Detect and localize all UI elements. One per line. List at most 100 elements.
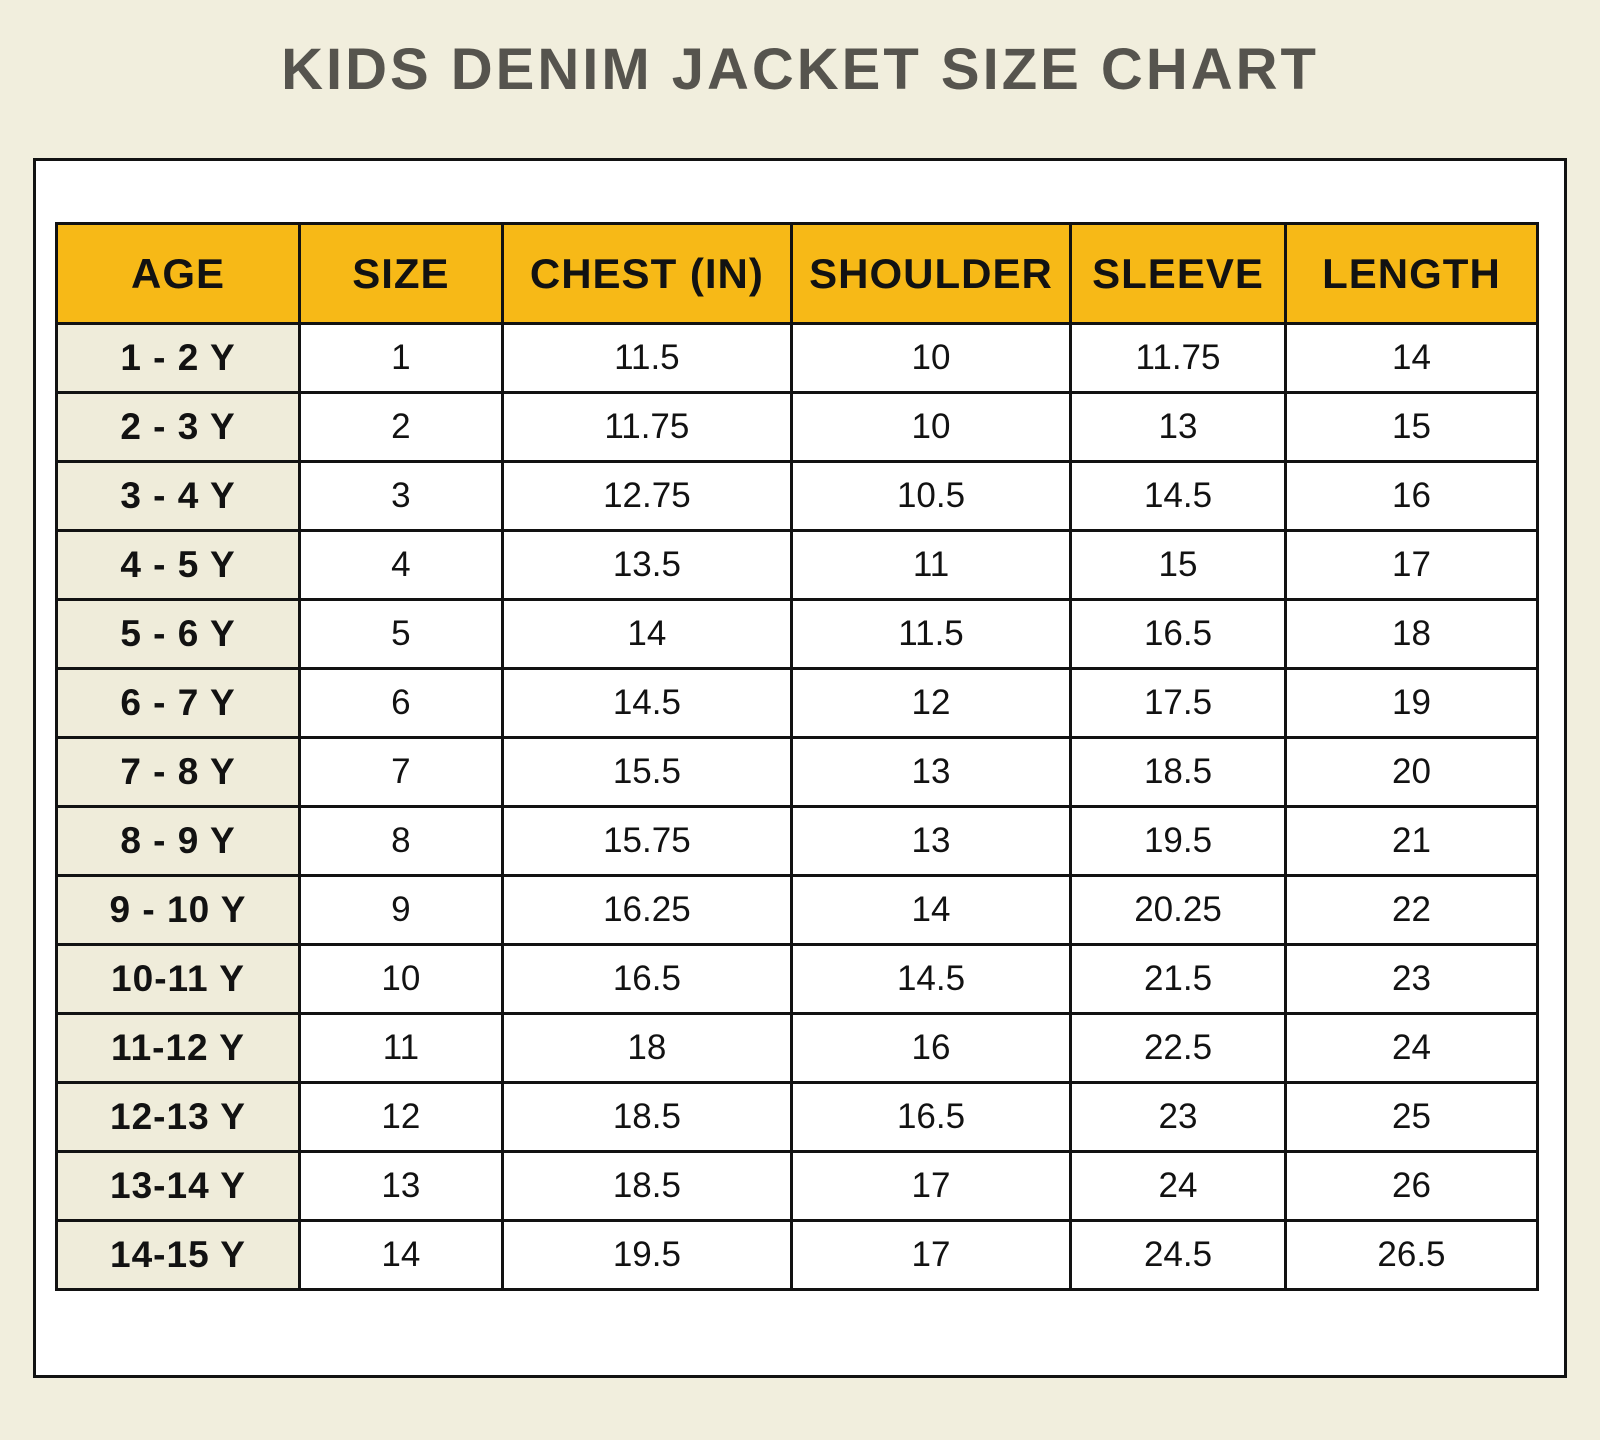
age-cell: 8 - 9 Y	[55, 805, 301, 877]
length-cell: 24	[1283, 1012, 1540, 1084]
table-row: 5 - 6 Y 5 14 11.5 16.5 18	[55, 598, 1540, 670]
table-row: 4 - 5 Y 4 13.5 11 15 17	[55, 529, 1540, 601]
chest-cell: 14	[500, 598, 793, 670]
page-title: KIDS DENIM JACKET SIZE CHART	[281, 37, 1319, 102]
sleeve-cell: 16.5	[1069, 598, 1287, 670]
shoulder-cell: 17	[789, 1150, 1073, 1222]
chest-cell: 15.75	[500, 805, 793, 877]
length-cell: 23	[1283, 943, 1540, 1015]
chest-cell: 11.5	[500, 322, 793, 394]
shoulder-cell: 13	[789, 736, 1073, 808]
size-cell: 13	[297, 1150, 504, 1222]
size-cell: 8	[297, 805, 504, 877]
sleeve-cell: 23	[1069, 1081, 1287, 1153]
shoulder-cell: 16.5	[789, 1081, 1073, 1153]
shoulder-cell: 13	[789, 805, 1073, 877]
table-row: 11-12 Y 11 18 16 22.5 24	[55, 1012, 1540, 1084]
column-header-length: LENGTH	[1283, 222, 1540, 325]
table-row: 14-15 Y 14 19.5 17 24.5 26.5	[55, 1219, 1540, 1291]
table-row: 2 - 3 Y 2 11.75 10 13 15	[55, 391, 1540, 463]
chest-cell: 15.5	[500, 736, 793, 808]
length-cell: 16	[1283, 460, 1540, 532]
length-cell: 17	[1283, 529, 1540, 601]
chest-cell: 18.5	[500, 1150, 793, 1222]
age-cell: 10-11 Y	[55, 943, 301, 1015]
shoulder-cell: 11	[789, 529, 1073, 601]
length-cell: 25	[1283, 1081, 1540, 1153]
length-cell: 18	[1283, 598, 1540, 670]
size-cell: 14	[297, 1219, 504, 1291]
age-cell: 13-14 Y	[55, 1150, 301, 1222]
column-header-size: SIZE	[297, 222, 504, 325]
sleeve-cell: 19.5	[1069, 805, 1287, 877]
table-row: 6 - 7 Y 6 14.5 12 17.5 19	[55, 667, 1540, 739]
sleeve-cell: 18.5	[1069, 736, 1287, 808]
chest-cell: 14.5	[500, 667, 793, 739]
column-header-shoulder: SHOULDER	[789, 222, 1073, 325]
sleeve-cell: 15	[1069, 529, 1287, 601]
column-header-age: AGE	[55, 222, 301, 325]
shoulder-cell: 14	[789, 874, 1073, 946]
size-cell: 11	[297, 1012, 504, 1084]
age-cell: 5 - 6 Y	[55, 598, 301, 670]
column-header-chest: CHEST (IN)	[500, 222, 793, 325]
shoulder-cell: 10.5	[789, 460, 1073, 532]
size-cell: 3	[297, 460, 504, 532]
size-table-header: AGE SIZE CHEST (IN) SHOULDER SLEEVE LENG…	[55, 222, 1540, 325]
table-row: 1 - 2 Y 1 11.5 10 11.75 14	[55, 322, 1540, 394]
length-cell: 20	[1283, 736, 1540, 808]
size-table-body: 1 - 2 Y 1 11.5 10 11.75 14 2 - 3 Y 2 11.75 10 13 15…	[55, 322, 1540, 1291]
sleeve-cell: 22.5	[1069, 1012, 1287, 1084]
shoulder-cell: 11.5	[789, 598, 1073, 670]
table-row: 3 - 4 Y 3 12.75 10.5 14.5 16	[55, 460, 1540, 532]
sleeve-cell: 17.5	[1069, 667, 1287, 739]
length-cell: 14	[1283, 322, 1540, 394]
age-cell: 9 - 10 Y	[55, 874, 301, 946]
age-cell: 2 - 3 Y	[55, 391, 301, 463]
chest-cell: 16.25	[500, 874, 793, 946]
size-cell: 6	[297, 667, 504, 739]
age-cell: 6 - 7 Y	[55, 667, 301, 739]
shoulder-cell: 10	[789, 391, 1073, 463]
age-cell: 1 - 2 Y	[55, 322, 301, 394]
chest-cell: 18	[500, 1012, 793, 1084]
size-cell: 2	[297, 391, 504, 463]
column-header-sleeve: SLEEVE	[1069, 222, 1287, 325]
shoulder-cell: 17	[789, 1219, 1073, 1291]
age-cell: 11-12 Y	[55, 1012, 301, 1084]
chest-cell: 19.5	[500, 1219, 793, 1291]
size-cell: 4	[297, 529, 504, 601]
size-cell: 12	[297, 1081, 504, 1153]
shoulder-cell: 12	[789, 667, 1073, 739]
size-cell: 5	[297, 598, 504, 670]
shoulder-cell: 10	[789, 322, 1073, 394]
length-cell: 26.5	[1283, 1219, 1540, 1291]
chart-panel: AGE SIZE CHEST (IN) SHOULDER SLEEVE LENG…	[33, 158, 1567, 1378]
size-cell: 1	[297, 322, 504, 394]
sleeve-cell: 21.5	[1069, 943, 1287, 1015]
table-row: 7 - 8 Y 7 15.5 13 18.5 20	[55, 736, 1540, 808]
sleeve-cell: 14.5	[1069, 460, 1287, 532]
table-row: 13-14 Y 13 18.5 17 24 26	[55, 1150, 1540, 1222]
size-cell: 10	[297, 943, 504, 1015]
sleeve-cell: 20.25	[1069, 874, 1287, 946]
table-row: 12-13 Y 12 18.5 16.5 23 25	[55, 1081, 1540, 1153]
chest-cell: 11.75	[500, 391, 793, 463]
sleeve-cell: 24.5	[1069, 1219, 1287, 1291]
sleeve-cell: 24	[1069, 1150, 1287, 1222]
chest-cell: 13.5	[500, 529, 793, 601]
age-cell: 7 - 8 Y	[55, 736, 301, 808]
size-cell: 7	[297, 736, 504, 808]
chest-cell: 18.5	[500, 1081, 793, 1153]
table-row: 9 - 10 Y 9 16.25 14 20.25 22	[55, 874, 1540, 946]
length-cell: 15	[1283, 391, 1540, 463]
age-cell: 3 - 4 Y	[55, 460, 301, 532]
length-cell: 22	[1283, 874, 1540, 946]
table-row: 10-11 Y 10 16.5 14.5 21.5 23	[55, 943, 1540, 1015]
age-cell: 12-13 Y	[55, 1081, 301, 1153]
age-cell: 4 - 5 Y	[55, 529, 301, 601]
table-row: 8 - 9 Y 8 15.75 13 19.5 21	[55, 805, 1540, 877]
shoulder-cell: 16	[789, 1012, 1073, 1084]
chest-cell: 12.75	[500, 460, 793, 532]
